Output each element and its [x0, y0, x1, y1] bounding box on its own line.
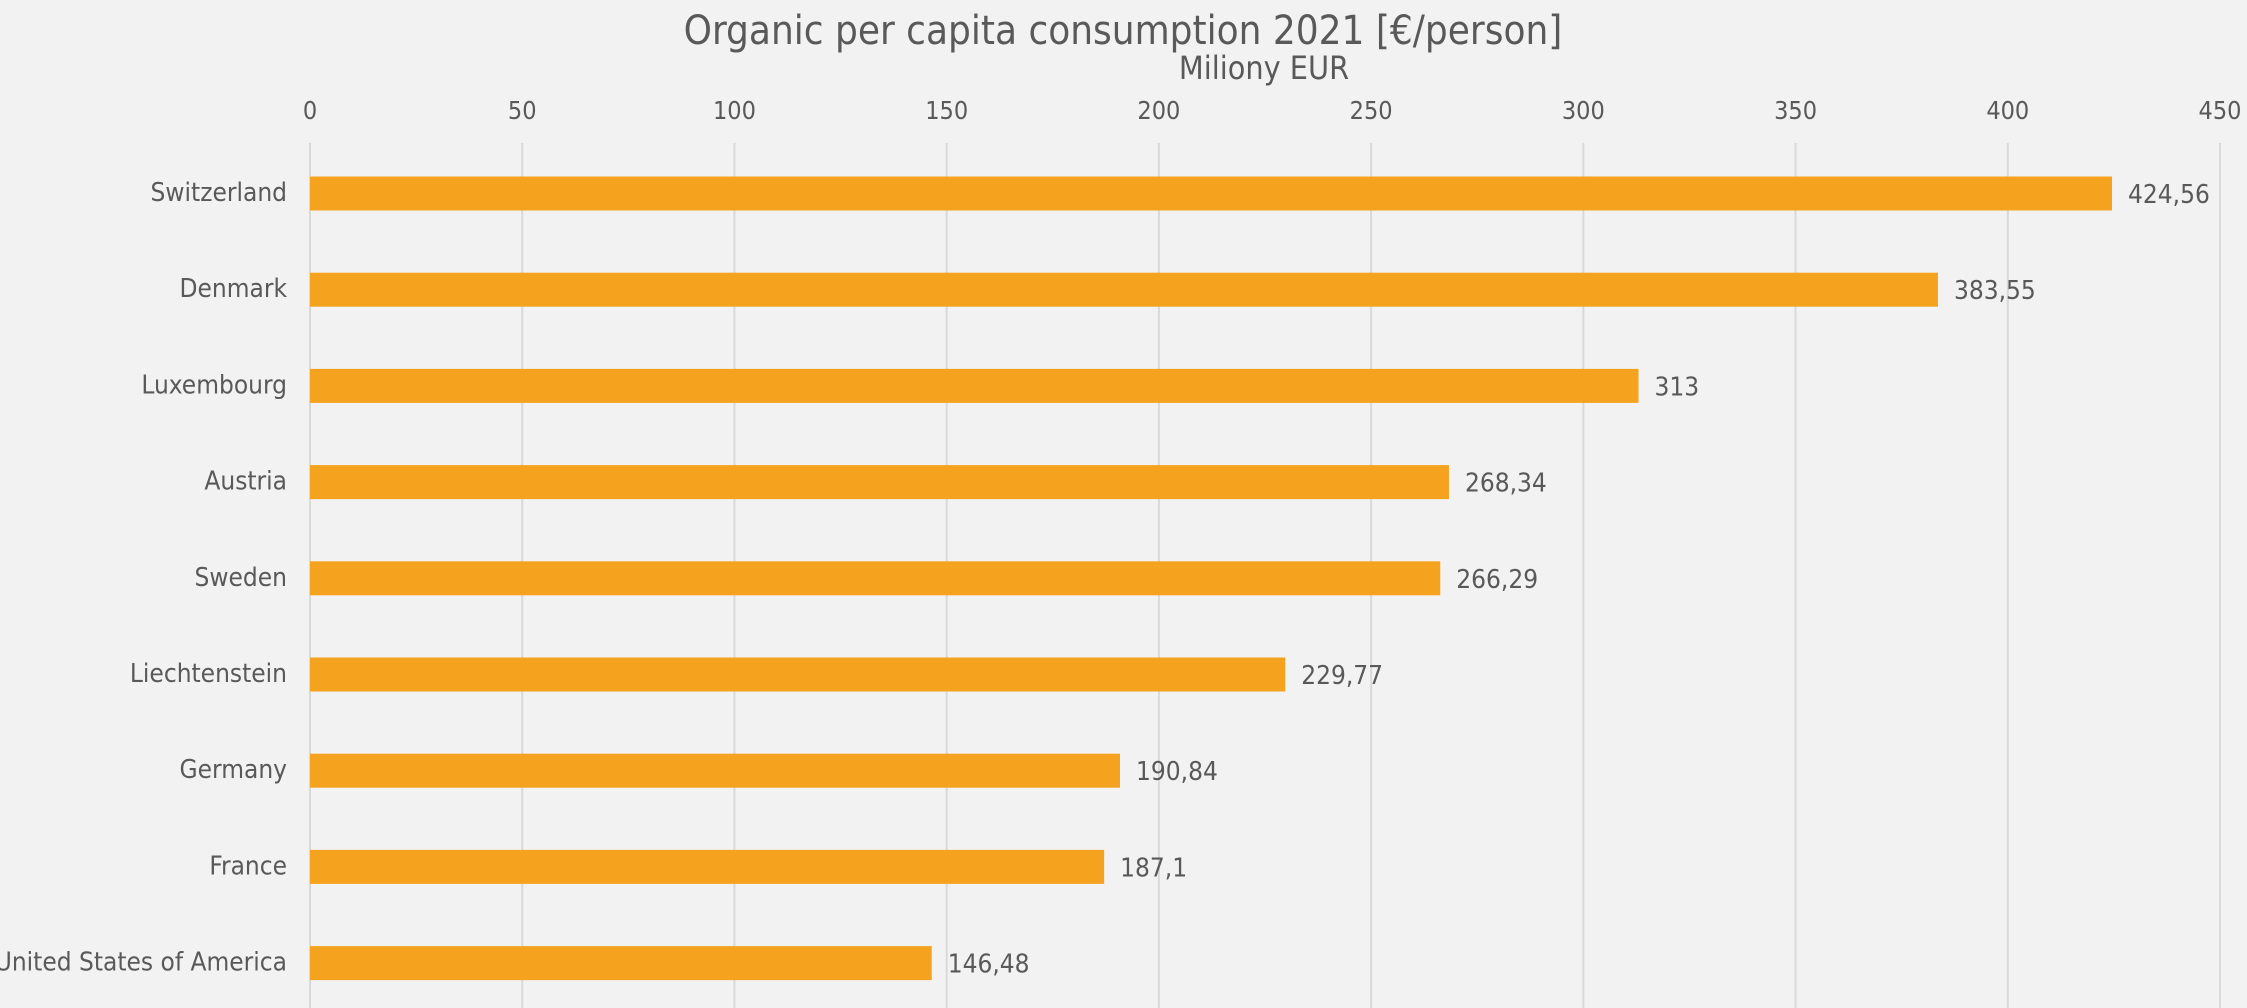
data-label: 313	[1655, 372, 1700, 402]
bar	[310, 561, 1441, 596]
bar	[310, 272, 1938, 307]
data-label: 266,29	[1456, 565, 1538, 595]
y-tick-label: Austria	[204, 467, 287, 497]
bar	[310, 465, 1449, 500]
y-tick-label: Liechtenstein	[130, 659, 287, 689]
y-tick-label: United States of America	[0, 948, 287, 978]
x-tick-label: 250	[1350, 96, 1393, 125]
x-tick-label: 50	[508, 96, 537, 125]
bar	[310, 946, 932, 981]
data-label: 229,77	[1301, 661, 1383, 691]
bar	[310, 368, 1639, 403]
bar	[310, 176, 2113, 211]
data-label: 187,1	[1120, 853, 1187, 883]
y-tick-label: Denmark	[179, 274, 287, 304]
data-label: 146,48	[948, 950, 1030, 980]
x-tick-label: 350	[1774, 96, 1817, 125]
x-tick-label: 200	[1137, 96, 1180, 125]
axis-label: Miliony EUR	[1179, 49, 1349, 87]
data-label: 190,84	[1136, 757, 1218, 787]
bar	[310, 849, 1105, 884]
y-tick-label: Switzerland	[151, 178, 287, 208]
y-tick-label: Sweden	[195, 563, 287, 593]
x-tick-label: 300	[1562, 96, 1605, 125]
x-tick-label: 450	[2199, 96, 2242, 125]
x-tick-label: 150	[925, 96, 968, 125]
x-tick-label: 400	[1986, 96, 2029, 125]
data-label: 383,55	[1954, 276, 2036, 306]
x-tick-label: 100	[713, 96, 756, 125]
data-label: 268,34	[1465, 469, 1547, 499]
y-tick-label: Luxembourg	[141, 370, 287, 400]
data-label: 424,56	[2128, 180, 2210, 210]
y-tick-label: France	[209, 851, 287, 881]
bar	[310, 657, 1286, 692]
chart-title: Organic per capita consumption 2021 [€/p…	[684, 8, 1563, 54]
x-tick-label: 0	[303, 96, 317, 125]
bar	[310, 753, 1121, 788]
y-tick-label: Germany	[180, 755, 288, 785]
